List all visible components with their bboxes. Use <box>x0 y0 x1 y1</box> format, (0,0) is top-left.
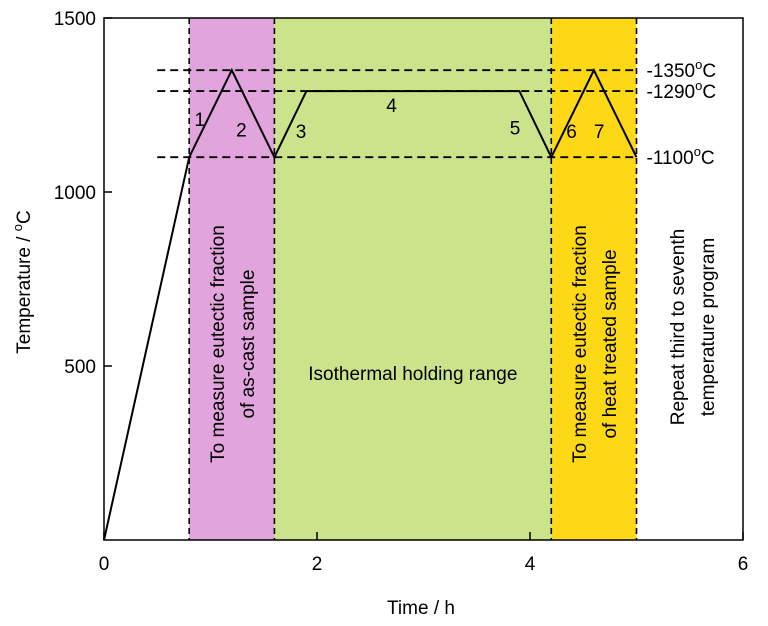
region-2 <box>274 18 552 540</box>
side-note-repeat: Repeat third to seventh temperature progr… <box>668 229 719 425</box>
reference-label-1350: -1350oC <box>647 57 717 82</box>
step-label-1: 1 <box>195 110 206 131</box>
region-label-isothermal: Isothermal holding range <box>308 364 517 385</box>
reference-label-1290: -1290oC <box>647 78 717 103</box>
step-label-2: 2 <box>236 120 247 141</box>
y-axis-title: Temperature / oC <box>10 210 35 353</box>
region-3 <box>551 18 637 540</box>
reference-label-1100: -1100oC <box>647 144 715 169</box>
region-label-as-cast: To measure eutectic fraction of as-cast s… <box>208 225 259 463</box>
y-tick-label: 1500 <box>54 9 96 30</box>
region-1 <box>189 18 275 540</box>
x-tick-label: 0 <box>99 554 110 575</box>
temperature-series-line <box>103 67 638 541</box>
step-label-4: 4 <box>386 96 397 117</box>
x-tick-label: 2 <box>312 554 323 575</box>
plot-frame <box>103 17 744 541</box>
x-tick-label: 4 <box>525 554 536 575</box>
y-tick-label: 1000 <box>54 183 96 204</box>
y-tick-label: 500 <box>64 357 96 378</box>
series-layer <box>103 67 638 541</box>
step-label-5: 5 <box>510 119 521 140</box>
x-axis-title: Time / h <box>387 598 455 619</box>
x-tick-label: 6 <box>738 554 749 575</box>
vertical-dashed-lines-layer <box>188 18 638 540</box>
step-label-3: 3 <box>296 122 307 143</box>
ticks-layer: 0 2 4 6 500 1000 1500 <box>54 9 749 575</box>
region-label-heat-treated: To measure eutectic fraction of heat trea… <box>570 225 621 463</box>
step-label-6: 6 <box>566 122 577 143</box>
step-label-7: 7 <box>594 122 605 143</box>
regions-layer <box>189 18 637 540</box>
labels-layer: -1350oC-1290oC -1100oC 1 2 3 4 5 6 7 To measure e… <box>195 57 719 463</box>
